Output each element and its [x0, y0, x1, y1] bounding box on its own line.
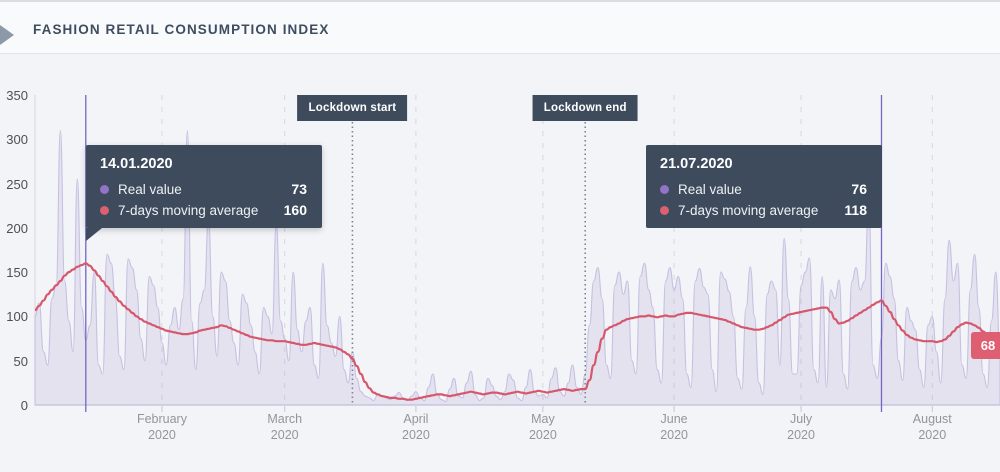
month-label: June 2020 — [660, 412, 688, 442]
month-label: April 2020 — [402, 412, 430, 442]
month-label: February 2020 — [136, 412, 187, 442]
month-label: August 2020 — [912, 412, 952, 442]
y-tick-label: 350 — [6, 88, 28, 103]
y-tick-label: 250 — [6, 176, 28, 192]
month-label: May 2020 — [528, 412, 557, 442]
moving-average-dot-icon — [100, 205, 109, 215]
y-tick-label: 300 — [6, 132, 28, 148]
tooltip-january: 14.01.2020 Real value 73 7-days moving a… — [86, 145, 322, 241]
real-value-dot-icon — [100, 184, 109, 194]
y-tick-label: 200 — [6, 220, 28, 236]
moving-average-line — [34, 262, 1000, 401]
tooltip-date: 21.07.2020 — [660, 156, 733, 172]
tooltip-row-real-value: Real value 73 — [100, 181, 307, 197]
tooltip-row-moving-average: 7-days moving average 160 — [100, 202, 307, 218]
tooltip-row-real-value: Real value 76 — [660, 181, 867, 197]
tooltip-row-moving-average: 7-days moving average 118 — [660, 202, 867, 218]
month-label: March 2020 — [267, 412, 303, 442]
tooltip-july: 21.07.2020 Real value 76 7-days moving a… — [646, 145, 882, 228]
y-tick-label: 150 — [6, 265, 28, 281]
moving-average-dot-icon — [660, 206, 669, 215]
page-title: FASHION RETAIL CONSUMPTION INDEX — [33, 22, 330, 37]
tooltip-date: 14.01.2020 — [100, 156, 173, 172]
page-header: FASHION RETAIL CONSUMPTION INDEX — [0, 0, 1000, 54]
lockdown-end-label: Lockdown end — [532, 95, 638, 121]
y-tick-label: 100 — [6, 309, 28, 325]
lockdown-start-label: Lockdown start — [297, 95, 408, 121]
collapse-chevron-icon[interactable] — [0, 25, 14, 45]
y-tick-label: 0 — [20, 398, 28, 413]
month-label: July 2020 — [787, 412, 815, 442]
tooltip-tail — [86, 228, 102, 241]
latest-value-badge: 68 — [971, 332, 1000, 359]
y-tick-label: 50 — [13, 353, 28, 369]
real-value-dot-icon — [660, 185, 669, 194]
